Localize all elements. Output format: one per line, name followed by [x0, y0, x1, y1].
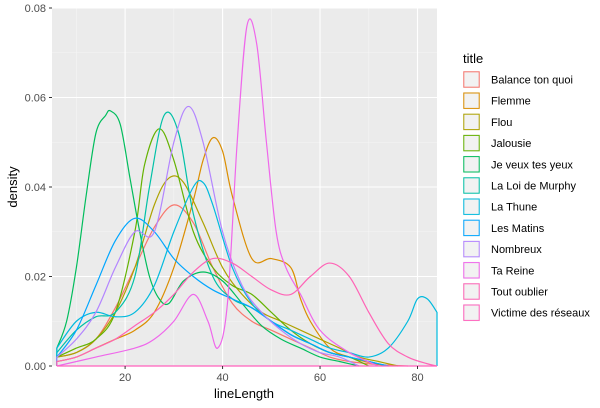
- legend-key-background: [463, 92, 480, 110]
- x-tick-label: 60: [314, 372, 326, 384]
- density-curves: [56, 18, 438, 367]
- legend-label-4: Jalousie: [491, 138, 531, 150]
- y-tick-label: 0.00: [25, 361, 46, 373]
- grid-lines: [52, 7, 437, 367]
- legend-key-background: [463, 283, 480, 300]
- legend-key-10: [463, 262, 480, 279]
- legend-key-9: [463, 240, 480, 258]
- legend-label-7: La Thune: [491, 202, 537, 214]
- y-axis-title: density: [5, 166, 20, 208]
- density-curve-5: [56, 109, 360, 367]
- legend-key-8: [463, 219, 480, 237]
- legend-key-background: [463, 261, 480, 279]
- density-curve-11: [56, 257, 438, 367]
- legend-label-2: Flemme: [491, 96, 531, 108]
- legend-key-background: [463, 71, 480, 88]
- legend-label-8: Les Matins: [491, 223, 545, 235]
- legend-label-9: Nombreux: [491, 244, 542, 256]
- legend-key-7: [463, 198, 480, 215]
- y-tick-label: 0.04: [25, 182, 46, 194]
- legend-key-background: [463, 177, 480, 194]
- legend-key-11: [463, 283, 480, 300]
- density-curve-8: [56, 217, 389, 367]
- legend-key-12: [463, 304, 480, 321]
- legend-key-4: [463, 134, 480, 152]
- legend-label-3: Flou: [491, 117, 512, 129]
- legend-label-6: La Loi de Murphy: [491, 181, 576, 193]
- legend-key-3: [463, 113, 480, 131]
- y-tick-label: 0.08: [25, 3, 46, 15]
- legend-title: title: [463, 51, 483, 66]
- legend-key-2: [463, 92, 480, 109]
- legend-key-background: [463, 134, 480, 152]
- y-tick-label: 0.06: [25, 93, 46, 105]
- density-curve-9: [56, 105, 360, 367]
- x-tick-label: 40: [216, 372, 228, 384]
- legend-key-background: [463, 113, 480, 131]
- axes: 20 40 60 80 0.00 0.02 0.04 0.06 0.08: [25, 3, 424, 384]
- legend-key-background: [463, 219, 480, 237]
- x-tick-label: 80: [411, 372, 423, 384]
- x-tick-label: 20: [119, 372, 131, 384]
- legend-label-1: Balance ton quoi: [491, 75, 573, 87]
- legend-key-5: [463, 156, 480, 173]
- legend-key-background: [463, 198, 480, 216]
- legend-label-10: Ta Reine: [491, 265, 534, 277]
- legend-key-background: [463, 240, 480, 258]
- legend-label-5: Je veux tes yeux: [491, 159, 573, 171]
- legend-label-11: Tout oublier: [491, 287, 548, 299]
- density-curve-10: [56, 18, 379, 367]
- legend-key-1: [463, 71, 480, 88]
- legend-key-6: [463, 177, 480, 194]
- legend-key-background: [463, 155, 480, 173]
- legend-label-12: Victime des réseaux: [491, 308, 590, 320]
- legend: title Balance ton quoi Flemme Flou Jalousie…: [463, 51, 590, 322]
- y-tick-label: 0.02: [25, 272, 46, 284]
- x-axis-title: lineLength: [214, 386, 274, 401]
- density-curve-7: [56, 179, 438, 366]
- legend-key-background: [463, 304, 480, 322]
